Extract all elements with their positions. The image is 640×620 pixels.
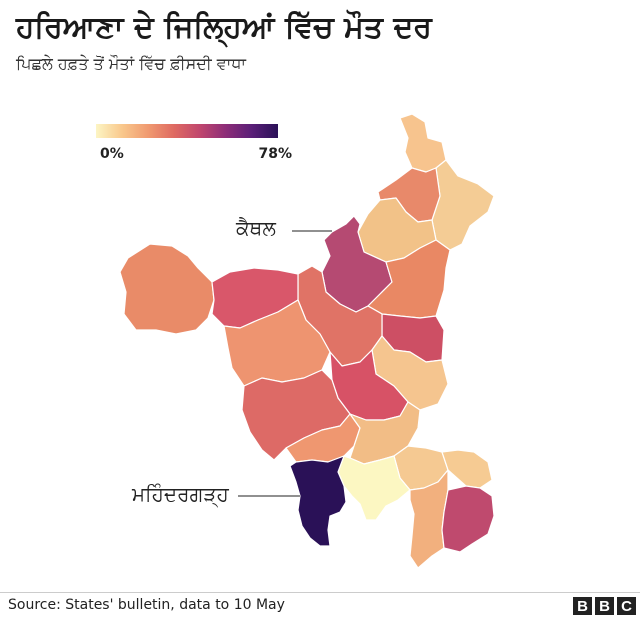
legend-max-label: 78% (258, 146, 292, 162)
bbc-logo-letter: B (595, 597, 614, 615)
district-sirsa[interactable] (119, 243, 215, 335)
footer-divider (0, 592, 640, 593)
district-yamunanagar[interactable] (431, 159, 495, 251)
legend-gradient-bar (96, 124, 278, 138)
district-palwal[interactable] (441, 485, 495, 553)
color-legend: 0% 78% (96, 124, 292, 162)
district-hisar[interactable] (223, 299, 331, 387)
source-note: Source: States' bulletin, data to 10 May (8, 597, 285, 613)
map-title: ਹਰਿਆਣਾ ਦੇ ਜਿਲ੍ਹਿਆਂ ਵਿੱਚ ਮੌਤ ਦਰ (16, 10, 432, 45)
district-panchkula[interactable] (399, 113, 447, 173)
bbc-logo-letter: B (573, 597, 592, 615)
map-subtitle: ਪਿਛਲੇ ਹਫ਼ਤੇ ਤੋਂ ਮੌਤਾਂ ਵਿੱਚ ਫ਼ੀਸਦੀ ਵਾਧਾ (16, 54, 246, 73)
mahendragarh-label: ਮਹਿੰਦਰਗੜ੍ਹ (132, 482, 229, 506)
district-rewari[interactable] (337, 455, 411, 521)
district-mahendragarh[interactable] (289, 455, 347, 547)
district-faridabad[interactable] (441, 449, 493, 489)
kaithal-label: ਕੈਥਲ (236, 216, 276, 240)
legend-min-label: 0% (100, 146, 124, 162)
haryana-district-map (119, 113, 495, 569)
bbc-logo-letter: C (617, 597, 636, 615)
bbc-logo: B B C (573, 597, 636, 615)
